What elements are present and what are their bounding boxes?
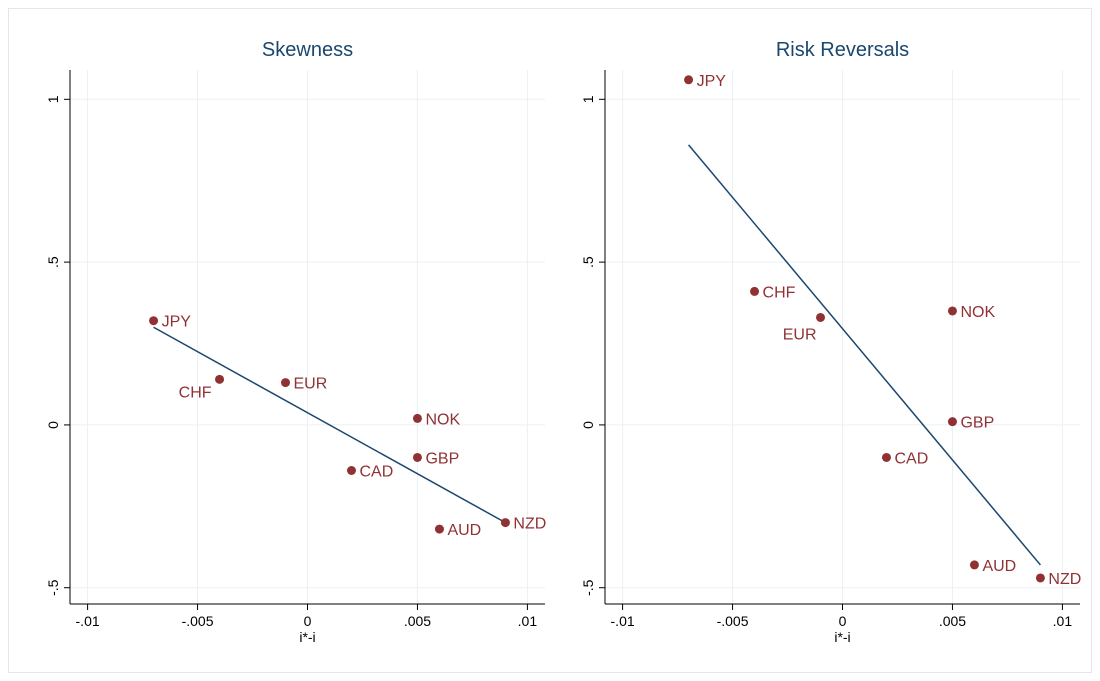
x-tick-label: 0 — [304, 613, 312, 629]
point — [750, 286, 760, 296]
point — [281, 378, 291, 388]
point — [1035, 573, 1045, 583]
x-tick-label: -.005 — [182, 613, 214, 629]
fit-line — [153, 326, 506, 524]
point — [434, 524, 444, 534]
x-axis-label: i*-i — [299, 629, 315, 645]
point-label: AUD — [447, 522, 481, 539]
point — [346, 466, 356, 475]
y-tick-label: 0 — [580, 421, 596, 429]
point-label: CAD — [359, 464, 393, 481]
y-tick-label: -.5 — [580, 579, 596, 596]
point-label: NOK — [425, 411, 460, 428]
chart-title: Skewness — [262, 39, 353, 61]
y-tick-label: -.5 — [45, 579, 61, 596]
y-tick-label: 1 — [580, 95, 596, 103]
point — [412, 452, 422, 462]
point-label: CAD — [894, 450, 928, 467]
x-tick-label: .005 — [939, 613, 966, 629]
point-label: JPY — [697, 73, 727, 90]
point — [149, 316, 159, 326]
point-label: JPY — [162, 314, 192, 331]
point-label: NZD — [513, 516, 546, 533]
x-tick-label: -.01 — [611, 613, 635, 629]
point — [969, 560, 979, 570]
point — [412, 413, 422, 423]
x-tick-label: .01 — [518, 613, 538, 629]
x-axis-label: i*-i — [834, 629, 850, 645]
fit-line — [687, 144, 1041, 566]
point-label: GBP — [425, 450, 459, 467]
point-label: EUR — [783, 326, 817, 343]
point — [947, 417, 957, 427]
chart-title: Risk Reversals — [776, 39, 909, 61]
point-label: GBP — [960, 415, 994, 432]
y-tick-label: .5 — [45, 256, 61, 268]
x-tick-label: .005 — [404, 613, 431, 629]
point — [881, 452, 891, 462]
point — [947, 306, 957, 316]
point — [500, 518, 510, 528]
point — [816, 312, 826, 322]
point — [215, 374, 225, 384]
point — [684, 75, 694, 85]
point-label: CHF — [179, 384, 212, 401]
point-label: AUD — [982, 558, 1016, 575]
y-tick-label: 1 — [45, 95, 61, 103]
figure-frame — [8, 8, 1092, 673]
x-tick-label: -.01 — [76, 613, 100, 629]
point-label: NZD — [1048, 571, 1081, 588]
x-tick-label: -.005 — [717, 613, 749, 629]
point-label: EUR — [294, 376, 328, 393]
x-tick-label: .01 — [1053, 613, 1073, 629]
y-tick-label: .5 — [580, 256, 596, 268]
point-label: NOK — [960, 304, 995, 321]
y-tick-label: 0 — [45, 421, 61, 429]
point-label: CHF — [763, 284, 796, 301]
x-tick-label: 0 — [839, 613, 847, 629]
